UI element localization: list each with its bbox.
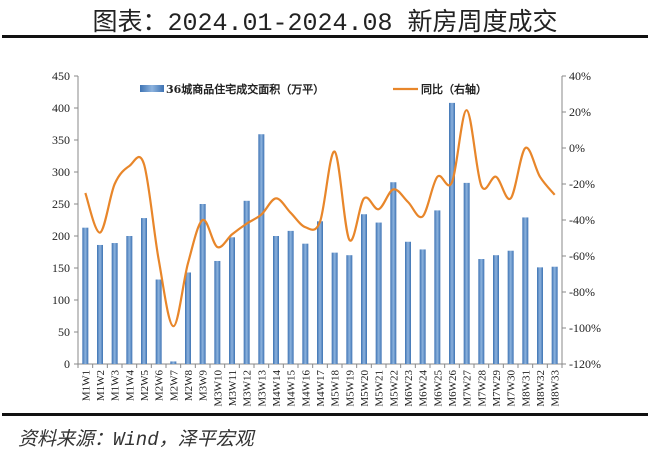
- bar-M7W28: [478, 259, 485, 364]
- source-note: 资料来源：Wind，泽平宏观: [18, 429, 254, 451]
- bar-M4W14: [273, 236, 279, 364]
- x-tick-label: M3W13: [256, 370, 268, 407]
- bar-M4W17: [317, 221, 323, 364]
- x-tick-label: M6W23: [403, 370, 415, 407]
- left-tick-label: 0: [64, 357, 70, 371]
- bar-M2W6: [155, 279, 162, 364]
- x-tick-label: M8W32: [535, 370, 547, 407]
- bar-M2W5: [141, 218, 147, 364]
- legend-bar-label: 36城商品住宅成交面积（万平）: [166, 82, 324, 96]
- bar-M2W8: [185, 272, 191, 364]
- x-tick-label: M5W20: [359, 370, 371, 407]
- x-tick-label: M1W1: [80, 370, 92, 401]
- bar-M5W22: [390, 182, 397, 364]
- left-tick-label: 400: [52, 101, 70, 115]
- legend-bar-swatch: [140, 85, 164, 92]
- left-tick-label: 250: [52, 197, 70, 211]
- x-tick-label: M3W9: [198, 370, 210, 402]
- legend-line-label: 同比（右轴）: [421, 82, 487, 96]
- right-tick-label: -60%: [569, 249, 595, 263]
- x-tick-label: M2W5: [139, 370, 151, 402]
- x-tick-label: M6W26: [447, 370, 459, 407]
- bar-M3W10: [214, 260, 221, 364]
- left-tick-label: 50: [58, 325, 70, 339]
- bar-M1W3: [111, 243, 118, 364]
- x-tick-label: M7W27: [462, 370, 474, 407]
- bar-M4W16: [302, 243, 309, 364]
- x-tick-label: M3W10: [212, 370, 224, 407]
- title-divider: [2, 35, 648, 38]
- bar-M3W11: [229, 237, 235, 364]
- bar-M6W23: [405, 241, 411, 364]
- right-tick-label: -40%: [569, 213, 595, 227]
- bar-M3W9: [199, 204, 206, 364]
- footer-divider: [2, 413, 648, 416]
- right-tick-label: -80%: [569, 285, 595, 299]
- left-tick-label: 300: [52, 165, 70, 179]
- x-tick-label: M5W19: [344, 370, 356, 407]
- x-tick-label: M2W6: [154, 370, 166, 402]
- right-tick-label: -120%: [569, 357, 601, 371]
- x-tick-label: M3W11: [227, 370, 239, 406]
- bar-M8W31: [522, 217, 529, 364]
- bar-M5W21: [375, 222, 382, 364]
- bar-M1W4: [126, 236, 133, 364]
- chart-title: 图表：2024.01-2024.08 新房周度成交: [92, 9, 558, 38]
- x-tick-label: M4W14: [271, 370, 283, 407]
- right-tick-label: 20%: [569, 105, 591, 119]
- x-tick-label: M2W7: [168, 370, 180, 402]
- x-tick-label: M5W22: [388, 370, 400, 407]
- bar-M7W29: [493, 255, 499, 364]
- bar-M8W32: [537, 267, 543, 364]
- bar-M7W30: [507, 250, 514, 364]
- right-tick-label: 40%: [569, 69, 591, 83]
- x-tick-label: M7W30: [506, 370, 518, 407]
- left-tick-label: 450: [52, 69, 70, 83]
- bar-M5W18: [331, 252, 338, 364]
- x-tick-label: M7W28: [476, 370, 488, 407]
- x-tick-label: M4W15: [286, 370, 298, 407]
- x-tick-label: M2W8: [183, 370, 195, 402]
- x-tick-label: M4W17: [315, 370, 327, 407]
- x-tick-label: M8W31: [520, 370, 532, 407]
- right-tick-label: 0%: [569, 141, 585, 155]
- x-tick-label: M1W4: [124, 370, 136, 402]
- yoy-line: [84, 109, 556, 328]
- bar-M5W19: [346, 255, 353, 364]
- bar-M4W15: [287, 230, 294, 364]
- x-tick-label: M6W24: [418, 370, 430, 407]
- left-tick-label: 350: [52, 133, 70, 147]
- x-tick-label: M7W29: [491, 370, 503, 407]
- bar-M8W33: [551, 266, 558, 364]
- right-tick-label: -20%: [569, 177, 595, 191]
- left-tick-label: 200: [52, 229, 70, 243]
- x-tick-label: M8W33: [550, 370, 562, 407]
- bar-M7W27: [463, 182, 470, 364]
- bar-M6W25: [434, 210, 441, 364]
- right-tick-label: -100%: [569, 321, 601, 335]
- x-tick-label: M5W21: [374, 370, 386, 407]
- x-tick-label: M1W3: [110, 370, 122, 402]
- bar-M3W13: [258, 134, 265, 364]
- bar-M3W12: [243, 200, 250, 364]
- x-tick-label: M3W12: [242, 370, 254, 407]
- bar-M2W7: [170, 361, 177, 364]
- left-tick-label: 100: [52, 293, 70, 307]
- bar-M5W20: [361, 214, 367, 364]
- bar-M1W1: [82, 227, 89, 364]
- x-tick-label: M1W2: [95, 370, 107, 401]
- bar-M6W24: [419, 249, 426, 364]
- bar-M6W26: [449, 102, 455, 364]
- x-tick-label: M5W18: [330, 370, 342, 407]
- x-tick-label: M4W16: [300, 370, 312, 407]
- left-tick-label: 150: [52, 261, 70, 275]
- bar-M1W2: [97, 244, 103, 364]
- x-tick-label: M6W25: [432, 370, 444, 407]
